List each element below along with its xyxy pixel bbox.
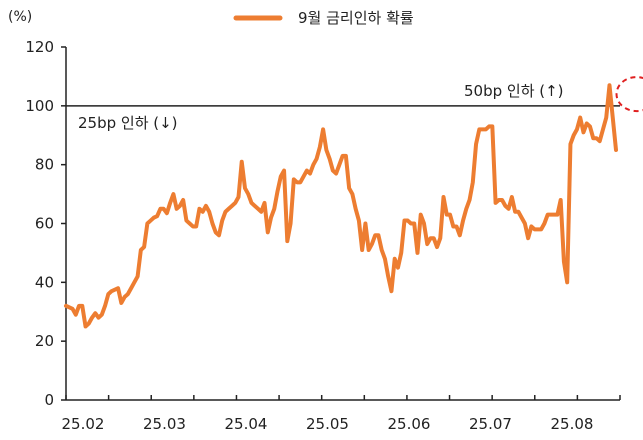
y-tick-label-3: 60 (35, 215, 54, 233)
y-axis-ticks: 0 20 40 60 80 100 120 (25, 38, 66, 409)
y-unit-label: (%) (8, 9, 32, 25)
y-tick-label-1: 20 (35, 332, 54, 350)
x-axis-ticks: 25.02 25.03 25.04 25.05 25.06 25.07 25.08 (62, 395, 621, 433)
annotation-25bp: 25bp 인하 (↓) (78, 114, 178, 132)
legend-label: 9월 금리인하 확률 (298, 9, 414, 27)
x-tick-label-2: 25.04 (225, 415, 268, 433)
x-tick-label-0: 25.02 (62, 415, 105, 433)
y-tick-label-2: 40 (35, 273, 54, 291)
legend: 9월 금리인하 확률 (233, 9, 414, 27)
x-tick-label-4: 25.06 (388, 415, 431, 433)
x-tick-label-3: 25.05 (306, 415, 349, 433)
annotation-50bp: 50bp 인하 (↑) (464, 82, 564, 100)
x-tick-label-5: 25.07 (469, 415, 512, 433)
x-tick-label-1: 25.03 (143, 415, 186, 433)
y-tick-label-0: 0 (44, 391, 54, 409)
y-tick-label-6: 120 (25, 38, 54, 56)
y-tick-label-5: 100 (25, 97, 54, 115)
highlight-dashed-circle (615, 76, 643, 113)
x-tick-label-6: 25.08 (551, 415, 594, 433)
series-line (64, 83, 618, 329)
y-tick-label-4: 80 (35, 156, 54, 174)
